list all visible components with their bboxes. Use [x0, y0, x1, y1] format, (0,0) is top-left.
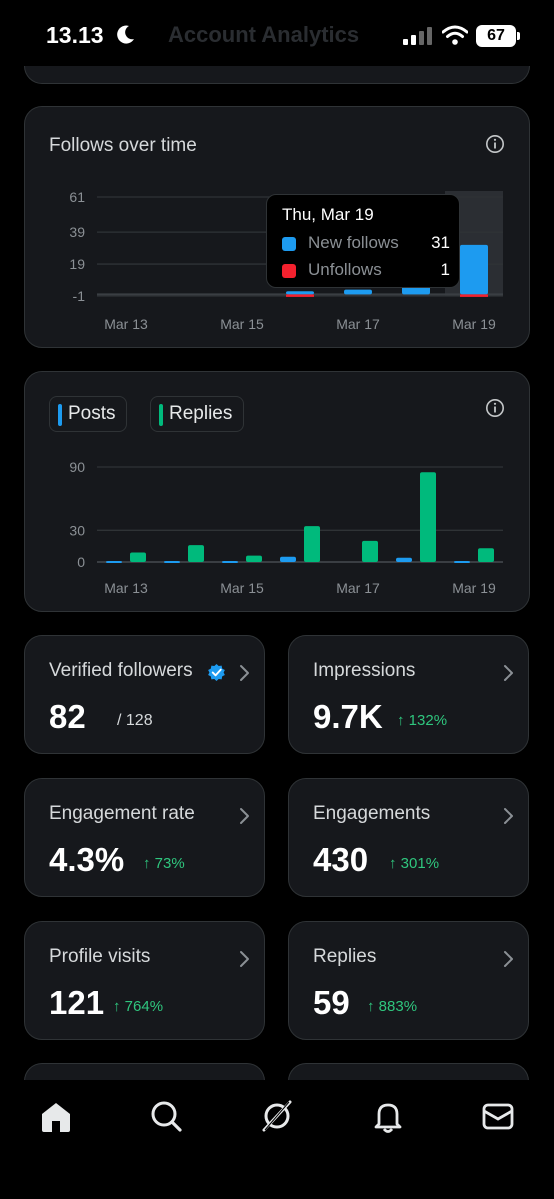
- tooltip-label: New follows: [308, 233, 399, 252]
- chevron-right-icon: [240, 951, 249, 967]
- posts-bar: [396, 557, 412, 562]
- follows-chart-title: Follows over time: [49, 135, 197, 156]
- stat-card[interactable]: Engagement rate 4.3% ↑ 73%: [24, 778, 265, 897]
- unfollows-swatch: [282, 264, 296, 278]
- stat-label: Engagement rate: [49, 803, 195, 824]
- replies-bar: [420, 472, 436, 562]
- stat-total: / 128: [117, 712, 153, 729]
- x-tick-label: Mar 17: [336, 580, 380, 596]
- battery-indicator: 67: [476, 25, 520, 47]
- y-tick-label: -1: [73, 288, 86, 304]
- legend-label: Posts: [68, 403, 116, 424]
- info-icon[interactable]: [485, 398, 505, 418]
- posts-bar: [164, 560, 180, 563]
- stat-change: ↑ 132%: [397, 712, 448, 729]
- y-tick-label: 30: [69, 522, 85, 538]
- stat-value: 430: [313, 841, 369, 878]
- replies-bar: [304, 526, 320, 562]
- new-follows-bar: [344, 289, 372, 295]
- y-tick-label: 0: [77, 554, 85, 570]
- search-icon[interactable]: [146, 1096, 186, 1136]
- new-follows-bar: [286, 291, 314, 295]
- stat-label: Engagements: [313, 803, 431, 824]
- stat-change: ↑ 883%: [367, 998, 418, 1015]
- stat-label: Verified followers: [49, 660, 193, 681]
- wifi-icon: [442, 25, 468, 45]
- stat-value: 4.3%: [49, 841, 125, 878]
- y-tick-label: 39: [69, 224, 85, 240]
- x-tick-label: Mar 13: [104, 580, 148, 596]
- header-title: Account Analytics: [168, 22, 360, 47]
- stat-change: ↑ 73%: [143, 855, 185, 872]
- stat-change: ↑ 764%: [113, 998, 164, 1015]
- posts-legend-marker: [58, 404, 62, 426]
- moon-icon: [117, 25, 134, 44]
- tooltip-date: Thu, Mar 19: [282, 205, 374, 224]
- follows-tooltip: Thu, Mar 19 New follows 31 Unfollows 1: [266, 194, 460, 288]
- legend-chip-posts[interactable]: Posts: [49, 396, 127, 432]
- replies-bar: [188, 545, 204, 562]
- tooltip-row-new-follows: New follows 31: [282, 233, 452, 255]
- posts-chart-card: Posts Replies 90 30 0 Mar 13 Mar 15 Mar 17 Mar…: [24, 371, 530, 612]
- tooltip-value: 1: [440, 260, 450, 279]
- stat-card[interactable]: Replies 59 ↑ 883%: [288, 921, 529, 1040]
- messages-icon[interactable]: [478, 1096, 518, 1136]
- new-follows-swatch: [282, 237, 296, 251]
- stat-card[interactable]: Profile visits 121 ↑ 764%: [24, 921, 265, 1040]
- follows-chart-card: Follows over time 61 39 19 -1 Mar 13 Mar 15 Ma…: [24, 106, 530, 348]
- signal-icon: [403, 27, 432, 45]
- unfollows-bar: [460, 294, 488, 297]
- x-tick-label: Mar 17: [336, 316, 380, 332]
- stat-card[interactable]: Engagements 430 ↑ 301%: [288, 778, 529, 897]
- info-icon[interactable]: [485, 134, 505, 154]
- stat-label: Replies: [313, 946, 377, 967]
- replies-bar: [362, 540, 378, 562]
- posts-bar: [222, 560, 238, 563]
- x-tick-label: Mar 13: [104, 316, 148, 332]
- posts-bar: [106, 560, 122, 563]
- stat-value: 82: [49, 698, 86, 735]
- x-tick-label: Mar 15: [220, 316, 264, 332]
- stat-value: 121: [49, 984, 105, 1021]
- y-tick-label: 19: [69, 256, 85, 272]
- legend-chip-replies[interactable]: Replies: [150, 396, 244, 432]
- stat-value: 59: [313, 984, 350, 1021]
- bottom-nav: [0, 1080, 554, 1199]
- status-time: 13.13: [46, 22, 104, 48]
- x-tick-label: Mar 19: [452, 316, 496, 332]
- replies-bar: [478, 548, 494, 562]
- replies-bar: [246, 555, 262, 562]
- stat-card[interactable]: Impressions 9.7K ↑ 132%: [288, 635, 529, 754]
- home-icon[interactable]: [36, 1096, 76, 1136]
- posts-bar: [280, 556, 296, 562]
- stat-value: 9.7K: [313, 698, 383, 735]
- tooltip-label: Unfollows: [308, 260, 382, 279]
- tooltip-value: 31: [431, 233, 450, 252]
- replies-legend-marker: [159, 404, 163, 426]
- x-tick-label: Mar 15: [220, 580, 264, 596]
- chevron-right-icon: [240, 808, 249, 824]
- stat-change: ↑ 301%: [389, 855, 440, 872]
- status-bar: 13.13 Account Analytics 67: [0, 0, 554, 66]
- y-tick-label: 90: [69, 459, 85, 475]
- verified-badge-icon: [208, 663, 225, 682]
- grok-icon[interactable]: [257, 1096, 297, 1136]
- y-tick-label: 61: [69, 189, 85, 205]
- chevron-right-icon: [504, 951, 513, 967]
- stat-card[interactable]: Verified followers 82 / 128: [24, 635, 265, 754]
- posts-bar: [454, 560, 470, 563]
- stat-label: Impressions: [313, 660, 416, 681]
- unfollows-bar: [286, 294, 314, 297]
- legend-label: Replies: [169, 403, 233, 424]
- chevron-right-icon: [504, 665, 513, 681]
- x-tick-label: Mar 19: [452, 580, 496, 596]
- chevron-right-icon: [240, 665, 249, 681]
- stat-label: Profile visits: [49, 946, 151, 967]
- replies-bar: [130, 552, 146, 562]
- chevron-right-icon: [504, 808, 513, 824]
- notifications-icon[interactable]: [368, 1096, 408, 1136]
- new-follows-bar: [460, 244, 488, 295]
- tooltip-row-unfollows: Unfollows 1: [282, 260, 452, 282]
- posts-replies-chart[interactable]: 90 30 0 Mar 13 Mar 15 Mar 17 Mar 19: [25, 372, 531, 613]
